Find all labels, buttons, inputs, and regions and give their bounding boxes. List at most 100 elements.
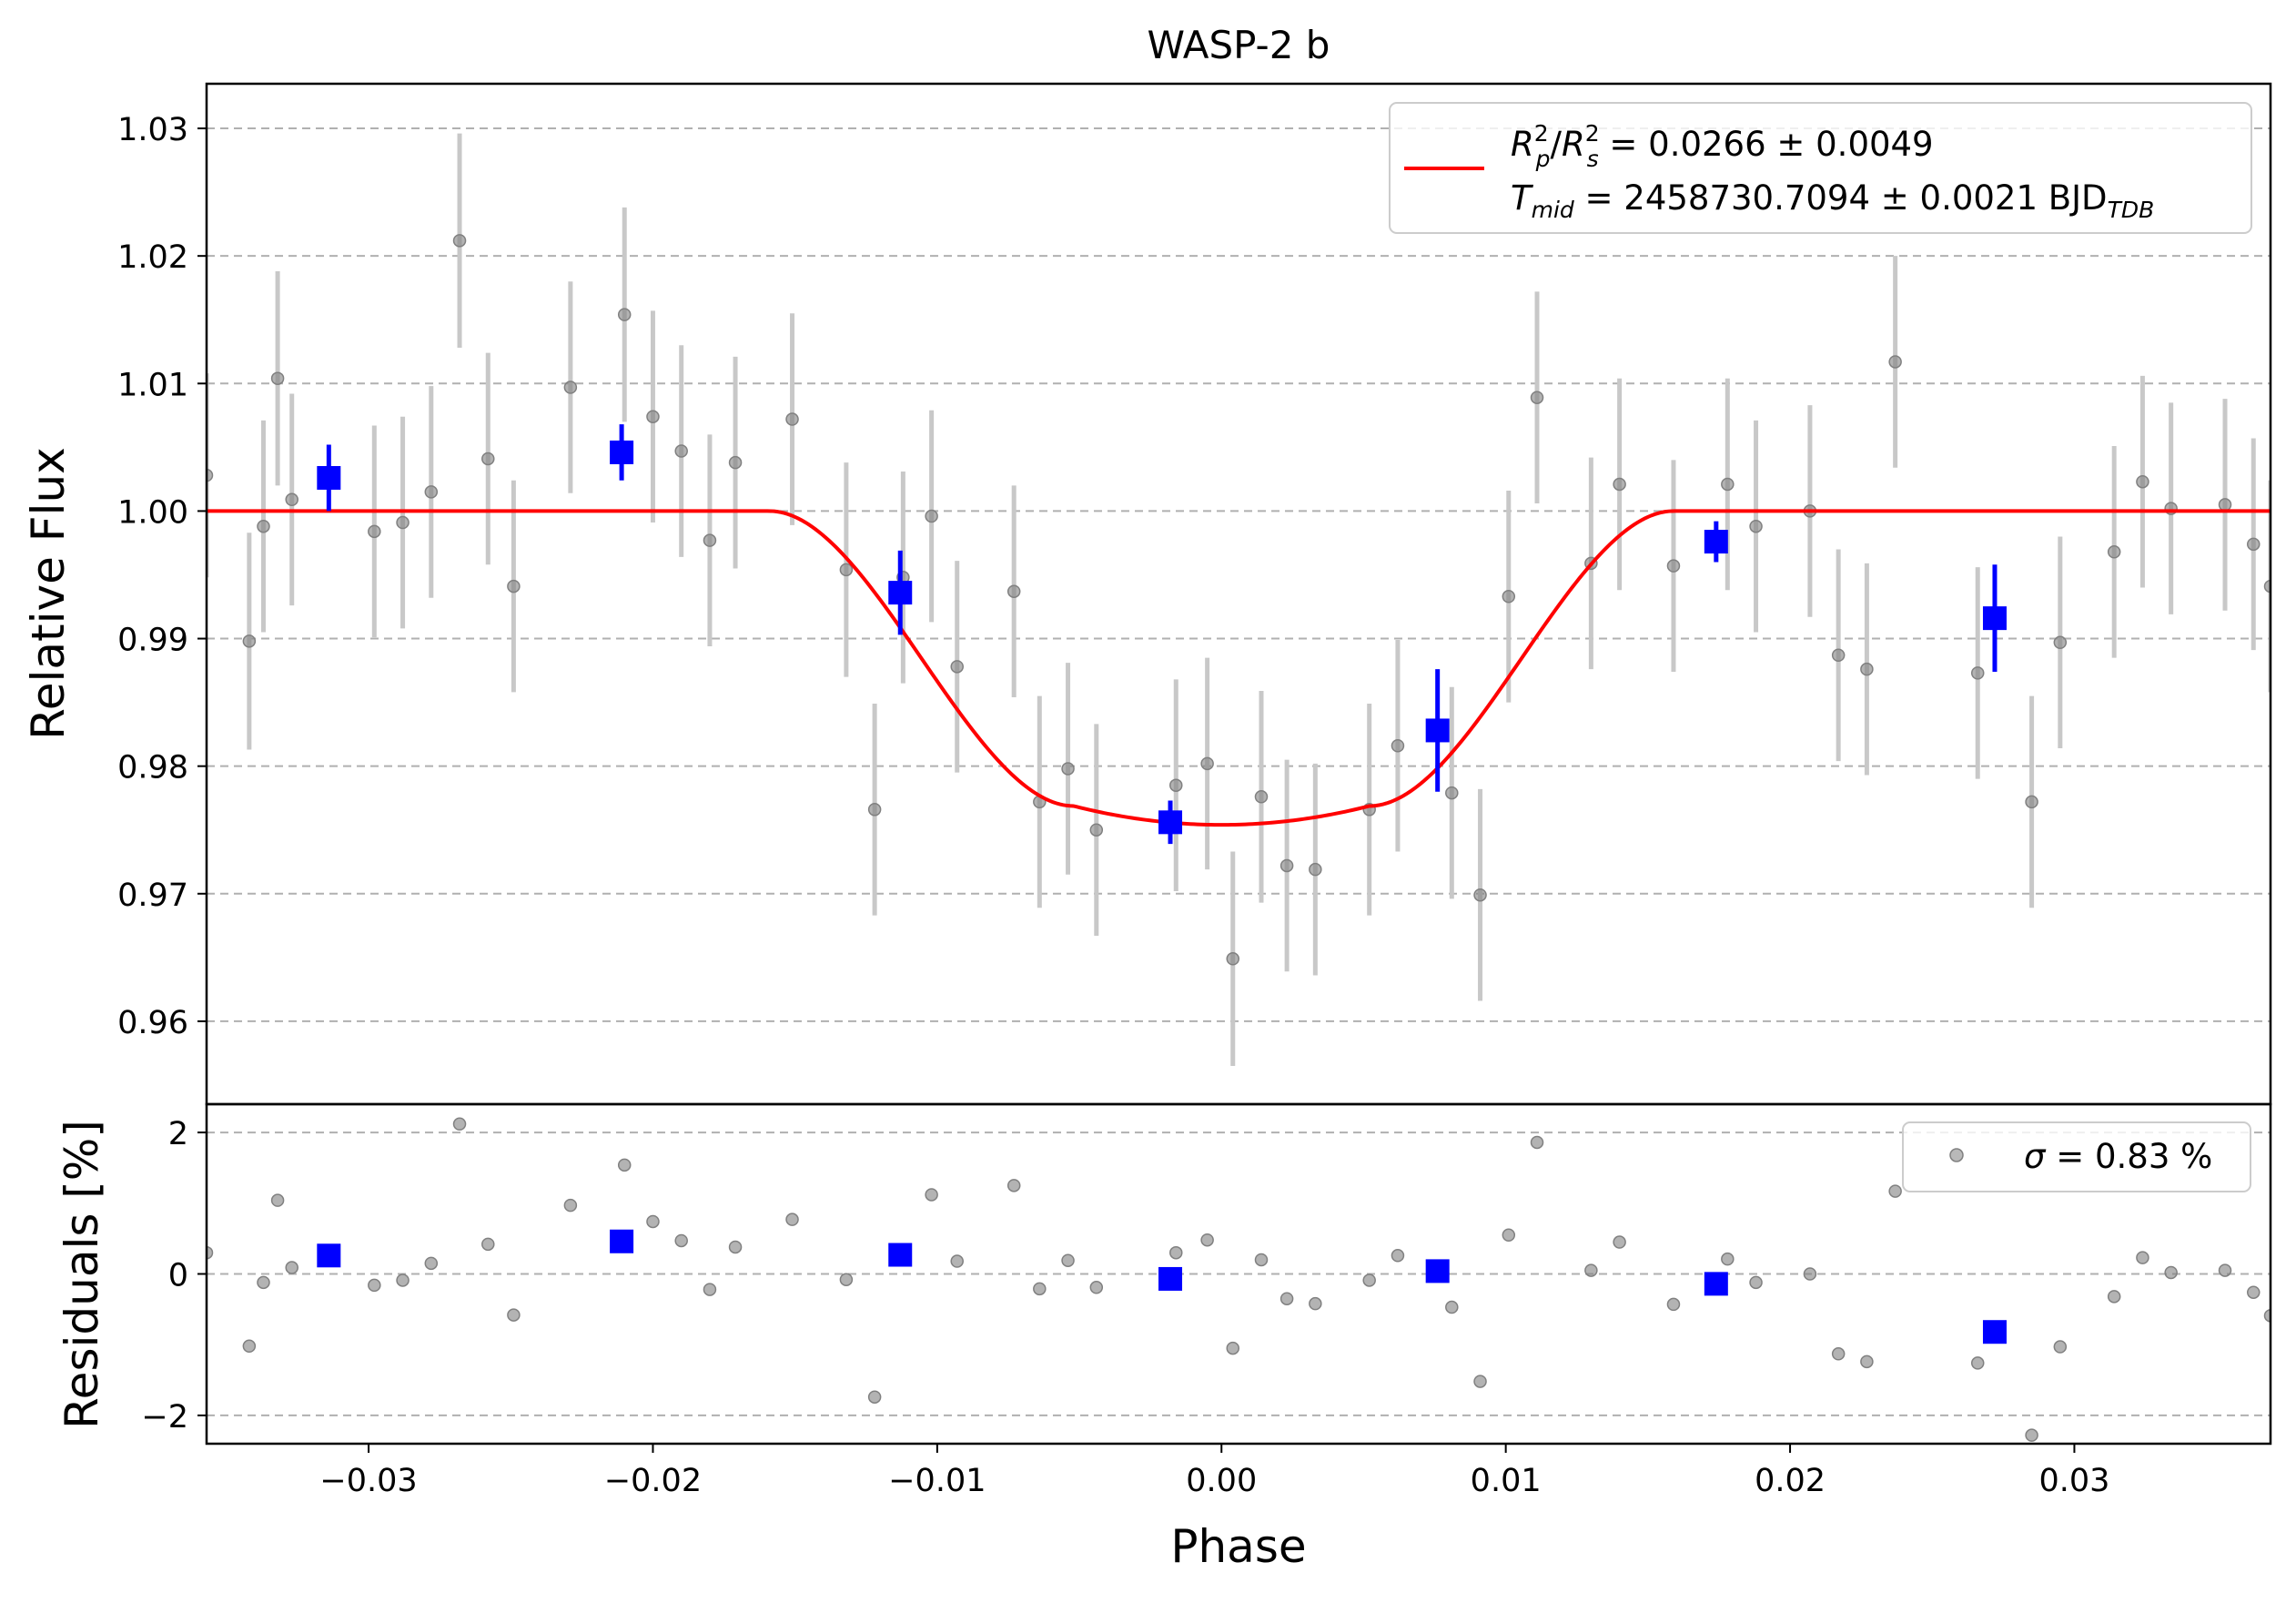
main-y-tick-label: 1.03 — [117, 112, 188, 148]
raw-point — [1473, 888, 1487, 902]
raw-point — [1888, 355, 1902, 369]
raw-point — [2218, 498, 2232, 512]
raw-point — [925, 509, 938, 523]
residual-raw-point — [1061, 1253, 1075, 1267]
raw-point — [1309, 862, 1322, 877]
main-y-tick-label: 0.98 — [117, 750, 188, 786]
residual-y-tick-label: −2 — [141, 1399, 188, 1436]
legend-sigma-entry: σ = 0.83 % — [2024, 1137, 2212, 1176]
main-raw-points — [207, 133, 2271, 1066]
raw-point — [839, 563, 854, 577]
residual-raw-point — [1254, 1253, 1269, 1267]
binned-point — [888, 581, 913, 605]
residual-raw-point — [424, 1256, 439, 1271]
residual-y-ticks: −2 0 2 — [141, 1116, 207, 1436]
residual-raw-point — [2164, 1265, 2178, 1280]
main-y-tick-label: 1.00 — [117, 494, 188, 531]
residual-binned-point — [1982, 1320, 2007, 1344]
residual-raw-point — [1200, 1233, 1214, 1247]
raw-point — [481, 451, 495, 466]
residual-raw-point — [1502, 1228, 1516, 1243]
raw-point — [1391, 738, 1405, 753]
residual-raw-point — [839, 1273, 854, 1286]
raw-point — [2053, 635, 2068, 649]
residual-raw-point — [1749, 1275, 1763, 1290]
raw-point — [1831, 648, 1846, 663]
raw-point — [1721, 477, 1735, 492]
raw-point — [2025, 795, 2038, 809]
residual-raw-point — [728, 1240, 743, 1254]
raw-point — [1226, 952, 1240, 966]
residual-raw-point — [703, 1283, 717, 1296]
legend-tmid-entry: Tmid = 2458730.7094 ± 0.0021 BJDTDB — [1511, 178, 2154, 223]
residual-raw-point — [257, 1275, 270, 1290]
raw-point — [270, 371, 285, 385]
residual-raw-point — [950, 1254, 964, 1268]
residual-raw-point — [207, 1245, 214, 1260]
raw-point — [285, 492, 298, 507]
raw-point — [242, 634, 257, 648]
main-y-tick-label: 0.96 — [117, 1005, 188, 1041]
raw-point — [867, 803, 882, 817]
residual-raw-point — [1169, 1245, 1183, 1260]
raw-point — [424, 485, 439, 499]
residual-binned-point — [317, 1243, 341, 1268]
residual-raw-point — [452, 1117, 467, 1131]
raw-point — [507, 579, 521, 594]
residual-raw-point — [674, 1233, 688, 1248]
residual-raw-point — [507, 1308, 521, 1322]
x-tick-label: −0.03 — [319, 1463, 417, 1499]
residual-raw-point — [2218, 1263, 2232, 1277]
main-legend: R2 p/R2 s = 0.0266 ± 0.0049 Tmid = 2458730… — [1389, 102, 2252, 234]
residual-raw-point — [563, 1198, 578, 1212]
residual-raw-point — [1530, 1135, 1544, 1150]
residual-raw-point — [1831, 1347, 1846, 1361]
residual-raw-point — [1089, 1281, 1104, 1294]
raw-point — [2136, 474, 2149, 489]
residual-binned-point — [1425, 1259, 1450, 1283]
residual-raw-point — [1888, 1184, 1902, 1198]
raw-point — [617, 308, 632, 321]
raw-point — [674, 444, 688, 458]
raw-point — [2107, 545, 2121, 559]
binned-point — [1982, 606, 2007, 631]
raw-point — [2263, 579, 2271, 594]
main-legend-box — [1389, 102, 2252, 234]
residual-raw-point — [1033, 1282, 1047, 1296]
raw-point — [368, 524, 381, 539]
raw-point — [1970, 666, 1985, 680]
raw-point — [1445, 786, 1459, 800]
binned-point — [1425, 718, 1450, 743]
x-tick-label: 0.01 — [1471, 1463, 1542, 1499]
residual-raw-point — [2025, 1428, 2038, 1442]
raw-point — [703, 533, 717, 547]
residual-binned-point — [610, 1229, 634, 1253]
residual-binned-point — [1704, 1272, 1728, 1296]
main-y-axis-label: Relative Flux — [22, 447, 75, 739]
binned-point — [317, 465, 341, 490]
transit-model-curve — [207, 509, 2271, 827]
main-binned-points — [317, 424, 2007, 845]
main-y-tick-label: 1.01 — [117, 367, 188, 403]
main-y-tick-label: 1.02 — [117, 239, 188, 276]
residual-binned-point — [888, 1243, 913, 1267]
residual-x-ticks: −0.03 −0.02 −0.01 0.00 0.01 0.02 0.03 — [319, 1444, 2109, 1499]
binned-point — [1158, 810, 1183, 835]
residual-raw-point — [1860, 1354, 1874, 1369]
main-gridlines — [207, 127, 2271, 1022]
residual-raw-point — [1362, 1273, 1376, 1287]
residual-raw-point — [1721, 1252, 1735, 1266]
residual-raw-point — [1391, 1249, 1405, 1263]
raw-point — [1169, 778, 1183, 792]
x-tick-label: 0.03 — [2038, 1463, 2109, 1499]
raw-point — [1530, 391, 1544, 404]
residual-raw-point — [285, 1261, 298, 1274]
model-line — [207, 509, 2271, 827]
main-y-tick-label: 0.99 — [117, 623, 188, 659]
raw-point — [257, 519, 270, 533]
residual-raw-point — [1666, 1297, 1681, 1312]
residual-panel: −2 0 2 −0.03 −0.02 −0.01 0.00 0.01 0.02 0.03 Res… — [56, 1102, 2272, 1573]
raw-point — [2247, 537, 2261, 552]
residual-raw-point — [785, 1212, 799, 1226]
raw-point — [1254, 790, 1269, 804]
